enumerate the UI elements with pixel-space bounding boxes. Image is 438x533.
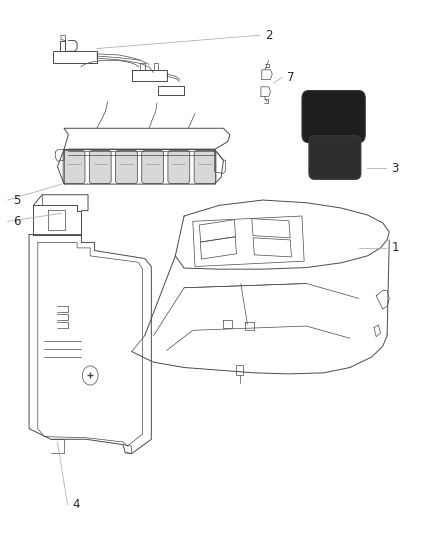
- FancyBboxPatch shape: [89, 151, 111, 183]
- FancyBboxPatch shape: [116, 151, 138, 183]
- FancyBboxPatch shape: [309, 136, 361, 179]
- FancyBboxPatch shape: [194, 151, 216, 183]
- Text: 7: 7: [287, 71, 294, 84]
- Text: 2: 2: [265, 29, 272, 42]
- FancyBboxPatch shape: [168, 151, 190, 183]
- FancyBboxPatch shape: [63, 151, 85, 183]
- Text: 6: 6: [13, 215, 21, 228]
- Text: 4: 4: [73, 498, 80, 511]
- Text: 1: 1: [392, 241, 399, 254]
- Text: 3: 3: [392, 161, 399, 175]
- FancyBboxPatch shape: [302, 91, 365, 143]
- FancyBboxPatch shape: [142, 151, 163, 183]
- Text: 5: 5: [13, 193, 20, 207]
